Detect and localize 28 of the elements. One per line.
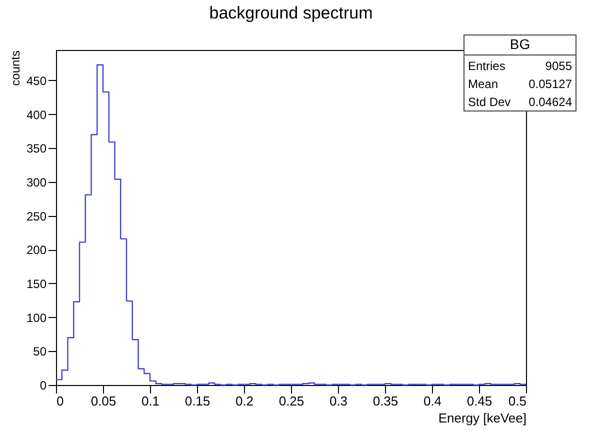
annotation: BG bbox=[510, 36, 530, 52]
text: Std Dev 0.04624 bbox=[468, 95, 572, 109]
y-tick-label: 200 bbox=[26, 243, 47, 258]
text: Entries 9055 bbox=[468, 59, 572, 73]
y-axis-title: counts bbox=[8, 50, 22, 86]
x-tick-label: 0.25 bbox=[278, 394, 304, 408]
y-tick-label: 350 bbox=[26, 142, 47, 156]
y-tick-label: 400 bbox=[26, 108, 47, 122]
y-tick-label: 250 bbox=[26, 209, 47, 224]
x-tick-label: 0.05 bbox=[90, 394, 116, 408]
y-tick-label: 300 bbox=[26, 175, 47, 190]
x-axis-title: Energy [keVee] bbox=[438, 410, 526, 426]
x-tick-label: 0.4 bbox=[423, 394, 442, 408]
y-tick-label: 150 bbox=[26, 276, 47, 291]
chart-title: background spectrum bbox=[209, 4, 373, 22]
x-tick-label: 0.45 bbox=[466, 394, 492, 408]
x-tick-label: 0.5 bbox=[508, 394, 526, 408]
x-tick-label: 0.35 bbox=[372, 394, 398, 408]
x-tick-label: 0 bbox=[56, 394, 64, 408]
y-tick-label: 100 bbox=[26, 310, 47, 325]
x-tick-label: 0.15 bbox=[184, 394, 210, 408]
x-tick-label: 0.2 bbox=[235, 394, 254, 408]
text: Mean 0.05127 bbox=[468, 77, 572, 91]
y-tick-label: 50 bbox=[33, 344, 47, 359]
x-tick-label: 0.3 bbox=[329, 394, 348, 408]
x-tick-label: 0.1 bbox=[141, 394, 160, 408]
y-tick-label: 450 bbox=[26, 74, 47, 88]
y-tick-label: 0 bbox=[40, 378, 47, 392]
